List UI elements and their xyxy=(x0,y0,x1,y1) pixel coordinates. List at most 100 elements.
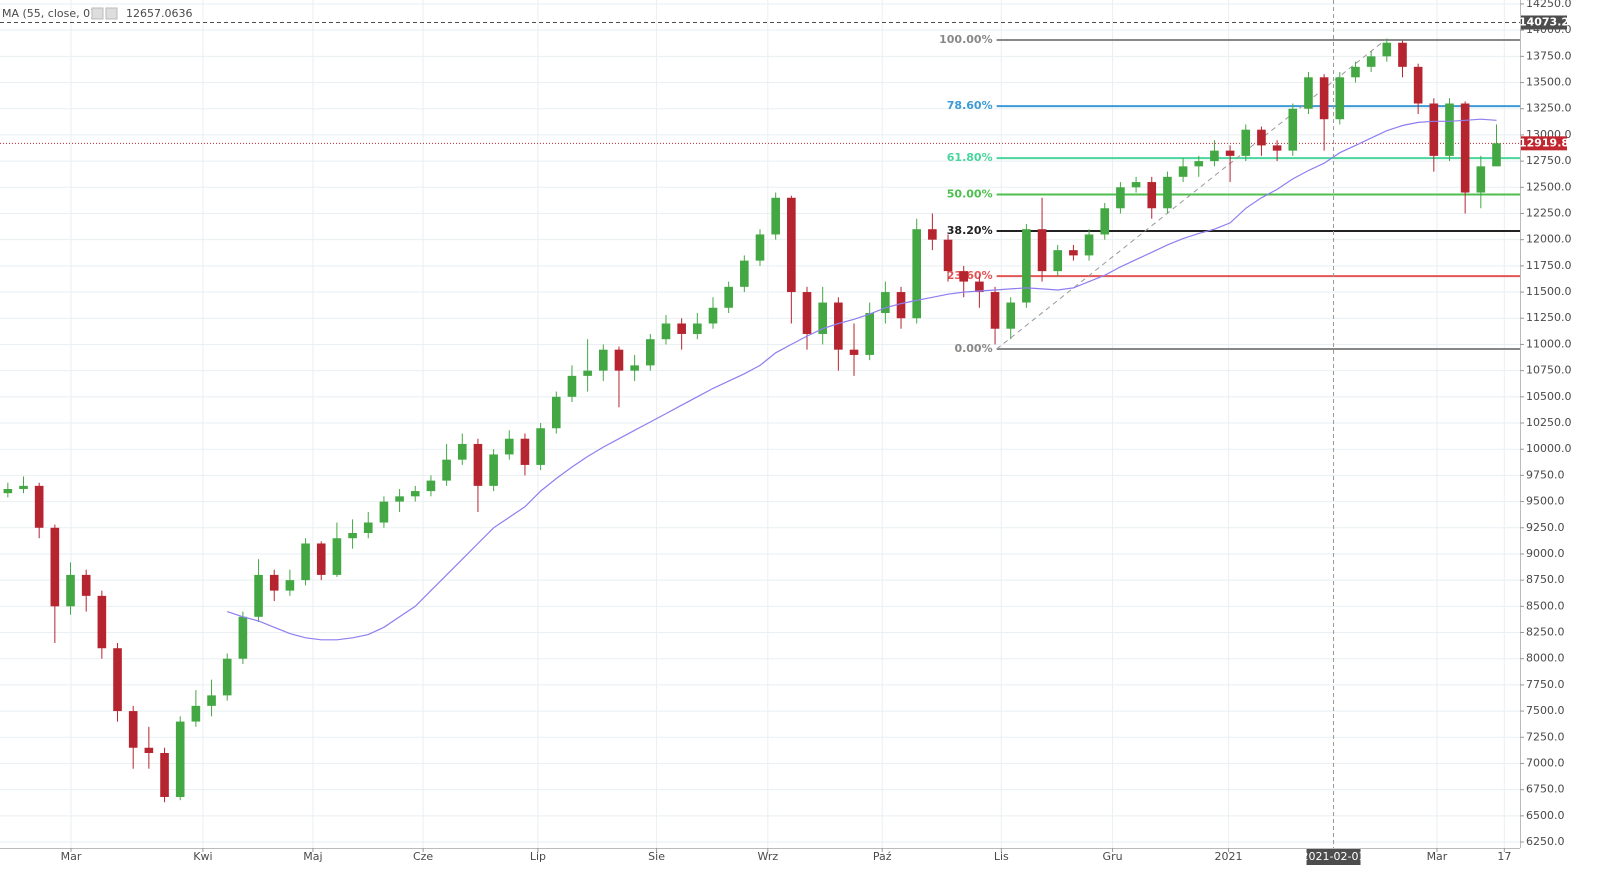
candle-body xyxy=(536,428,545,465)
candle-body xyxy=(708,307,718,324)
candle-body xyxy=(1460,103,1470,193)
y-tick-label: 14250.0 xyxy=(1526,0,1572,10)
candle-body xyxy=(818,302,827,334)
y-tick-label: 12500.0 xyxy=(1526,180,1572,193)
fib-label: 78.60% xyxy=(947,99,993,112)
axes: 6250.0 6500.0 6750.0 7000.0 7250.0 7500.0 7750… xyxy=(61,0,1572,865)
fib-label: 0.00% xyxy=(954,342,992,355)
candle-body xyxy=(1366,56,1376,67)
candle-body xyxy=(113,648,122,712)
y-tick-label: 12250.0 xyxy=(1526,206,1572,219)
crosshair-label-box xyxy=(1306,849,1361,865)
candle-body xyxy=(207,695,216,706)
y-tick-label: 6750.0 xyxy=(1526,783,1565,796)
y-tick-label: 13500.0 xyxy=(1526,76,1572,89)
candle-body xyxy=(943,239,953,272)
candle-body xyxy=(802,292,812,334)
fib-label: 38.20% xyxy=(947,224,993,237)
y-tick-label: 11250.0 xyxy=(1526,311,1572,324)
candle-body xyxy=(1210,150,1219,162)
candle-body xyxy=(1445,103,1454,156)
y-tick-label: 7250.0 xyxy=(1526,730,1565,743)
candle-body xyxy=(1382,42,1392,57)
candle-body xyxy=(316,543,326,575)
candle-body xyxy=(1225,150,1235,156)
fib-label: 23.60% xyxy=(947,269,993,282)
icon-settings[interactable] xyxy=(91,7,104,20)
candle-body xyxy=(1163,176,1172,209)
y-tick-label: 6250.0 xyxy=(1526,835,1565,848)
x-tick-label: Lis xyxy=(994,850,1009,863)
candle-body xyxy=(442,459,451,481)
candle-body xyxy=(646,339,655,366)
candle-body xyxy=(583,370,592,376)
candle-body xyxy=(661,323,671,340)
y-tick-label: 8500.0 xyxy=(1526,599,1565,612)
candle-body xyxy=(912,229,922,319)
candle-body xyxy=(928,229,937,240)
candle-body xyxy=(473,443,483,486)
y-tick-label: 6500.0 xyxy=(1526,809,1565,822)
y-tick-label: 13250.0 xyxy=(1526,102,1572,115)
candle-body xyxy=(959,271,969,282)
candle-body xyxy=(191,705,201,722)
grid xyxy=(0,0,1520,848)
fib-label: 100.00% xyxy=(939,33,992,46)
y-tick-label: 11000.0 xyxy=(1526,337,1572,350)
candle-body xyxy=(740,260,749,287)
candle-body xyxy=(285,580,295,591)
candle-body xyxy=(34,485,44,528)
candle-body xyxy=(457,443,467,460)
candle-body xyxy=(896,292,906,319)
candle-body xyxy=(348,532,357,539)
y-tick-label: 8250.0 xyxy=(1526,626,1565,639)
x-tick-label: Cze xyxy=(413,850,433,863)
candle-body xyxy=(1116,187,1125,209)
candle-body xyxy=(551,396,561,429)
candle-body xyxy=(1241,129,1251,156)
candle-body xyxy=(1053,250,1063,272)
icon-close[interactable] xyxy=(105,7,118,20)
candle-body xyxy=(1413,66,1423,104)
x-tick-label: Mar xyxy=(1427,850,1448,863)
y-tick-label: 13750.0 xyxy=(1526,49,1572,62)
y-tick-label: 8000.0 xyxy=(1526,652,1565,665)
y-tick-label: 11500.0 xyxy=(1526,285,1572,298)
candle-body xyxy=(160,752,169,797)
y-tick-label: 10750.0 xyxy=(1526,364,1572,377)
candle-body xyxy=(410,491,420,497)
fib-label: 50.00% xyxy=(947,188,993,201)
candle-body xyxy=(489,454,498,486)
candle-body xyxy=(3,489,13,494)
x-tick-label: 2021 xyxy=(1215,850,1243,863)
candle-body xyxy=(301,543,310,581)
y-tick-label: 7000.0 xyxy=(1526,756,1565,769)
candle-body xyxy=(1429,103,1439,156)
candle-body xyxy=(395,496,404,502)
candle-body xyxy=(990,292,1000,329)
x-tick-label: Kwi xyxy=(193,850,212,863)
candle-body xyxy=(1304,77,1313,109)
candle-body xyxy=(834,302,843,350)
x-tick-label: Gru xyxy=(1103,850,1123,863)
candle-body xyxy=(1398,42,1407,67)
candle-body xyxy=(881,292,890,314)
candle-body xyxy=(1131,182,1141,188)
candle-body xyxy=(598,349,608,371)
candle-body xyxy=(1476,166,1486,193)
y-tick-label: 9000.0 xyxy=(1526,547,1565,560)
y-tick-label: 10000.0 xyxy=(1526,442,1572,455)
candle-body xyxy=(1272,145,1282,151)
candle-body xyxy=(724,286,733,308)
candle-body xyxy=(1178,166,1188,177)
candle-body xyxy=(144,747,154,753)
candle-body xyxy=(504,438,514,455)
fib-trendline xyxy=(996,39,1386,350)
candle-body xyxy=(614,349,624,371)
candle-body xyxy=(269,574,279,591)
candle-body xyxy=(1006,302,1016,329)
indicator-legend: MA (55, close, 0) 12657.0636 xyxy=(2,7,192,20)
ma-value: 12657.0636 xyxy=(126,7,192,20)
